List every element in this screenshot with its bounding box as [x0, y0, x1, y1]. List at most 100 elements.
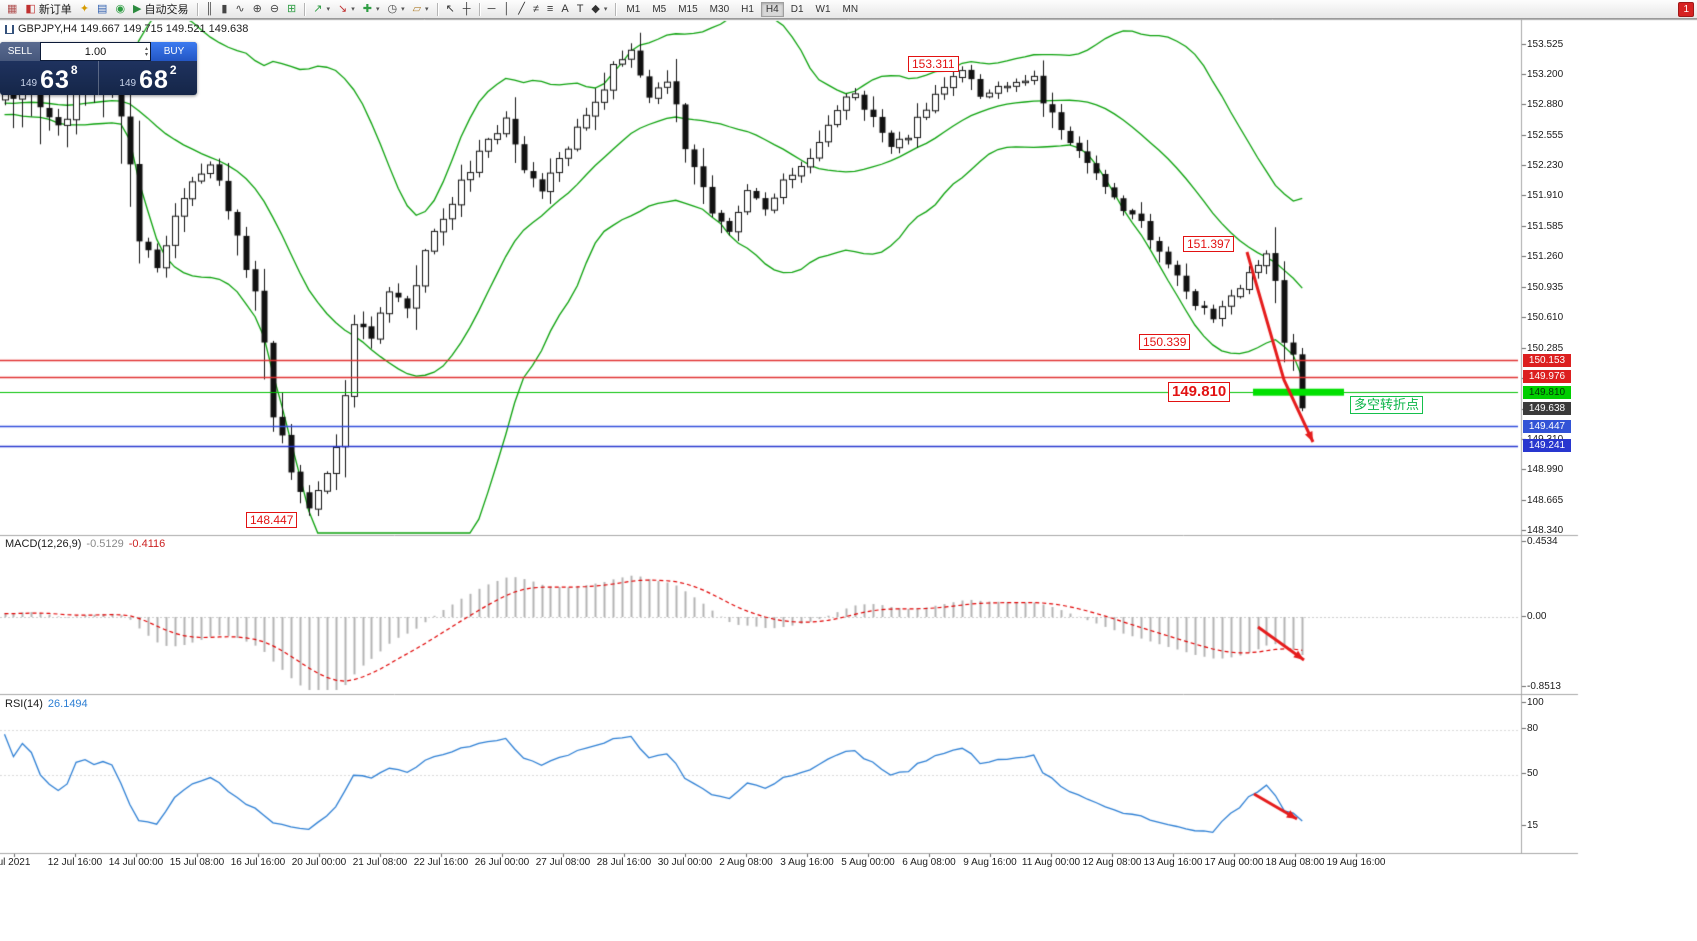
price-tag-150.153: 150.153 — [1523, 353, 1571, 367]
time-axis-label: 12 Jul 16:00 — [47, 857, 103, 868]
crosshair-button[interactable]: ┼ — [459, 1, 475, 18]
label-button[interactable]: T — [573, 1, 588, 18]
timeframe-M30[interactable]: M30 — [705, 2, 734, 17]
price-tag-149.810: 149.810 — [1523, 385, 1571, 399]
vertical-line-button[interactable]: │ — [499, 1, 514, 18]
new-chart-button[interactable]: ▦ — [3, 1, 21, 18]
zoom-in-button[interactable]: ⊕ — [249, 1, 266, 18]
cursor-button[interactable]: ↖ — [442, 1, 459, 18]
timeframe-M5[interactable]: M5 — [647, 2, 671, 17]
templates-icon: ▱ — [412, 2, 422, 15]
time-axis-label: 3 Aug 16:00 — [780, 857, 834, 868]
add-indicator-button[interactable]: ✚ ▾ — [359, 1, 384, 18]
autotrading-icon: ▶ — [133, 2, 142, 15]
rsi-scale-label: 100 — [1527, 697, 1544, 708]
channel-icon: ≠ — [532, 2, 539, 15]
chart-symbol-ohlc: GBPJPY,H4 149.667 149.715 149.521 149.63… — [5, 23, 248, 35]
line-chart-button[interactable]: ∿ — [231, 1, 248, 18]
new-order-button[interactable]: ◧ 新订单 — [21, 1, 75, 18]
price-scale-tick: 150.285 — [1527, 342, 1564, 354]
price-scale-tick: 150.610 — [1527, 312, 1564, 324]
market-watch-button[interactable]: ▤ — [93, 1, 111, 18]
price-scale-tick: 148.665 — [1527, 494, 1564, 506]
zoom-in-icon: ⊕ — [252, 2, 262, 15]
tile-windows-button[interactable]: ⊞ — [283, 1, 300, 18]
periods-button[interactable]: ◷ ▾ — [383, 1, 408, 18]
caret-down-icon: ▾ — [603, 6, 608, 13]
autotrading-button[interactable]: ▶ 自动交易 — [129, 1, 192, 18]
annotation-151397[interactable]: 151.397 — [1183, 236, 1235, 252]
indicators-button[interactable]: ↗ ▾ — [309, 1, 334, 18]
buy-price-sup: 2 — [169, 63, 177, 77]
buy-button[interactable]: BUY — [151, 42, 197, 61]
time-axis-label: 13 Aug 16:00 — [1143, 857, 1203, 868]
sell-button[interactable]: SELL — [0, 42, 40, 61]
profile-icon: ✦ — [79, 2, 90, 15]
macd-signal-value: -0.4116 — [128, 538, 166, 550]
templates-button[interactable]: ▱ ▾ — [409, 1, 433, 18]
macd-scale-label: -0.8513 — [1527, 681, 1561, 692]
time-axis-label: 18 Aug 08:00 — [1265, 857, 1325, 868]
shapes-button[interactable]: ◆ ▾ — [587, 1, 611, 18]
toolbar-separator — [478, 2, 480, 16]
label-icon: T — [576, 2, 584, 15]
candlestick-chart-button[interactable]: ▮ — [217, 1, 231, 18]
timeframe-H1[interactable]: H1 — [736, 2, 759, 17]
sell-price-sup: 8 — [70, 63, 78, 77]
price-scale-tick: 153.525 — [1527, 39, 1564, 50]
annotation-150339[interactable]: 150.339 — [1139, 334, 1191, 350]
price-scale-tick: 153.200 — [1527, 69, 1564, 81]
text-button[interactable]: A — [557, 1, 572, 18]
timeframe-D1[interactable]: D1 — [786, 2, 809, 17]
navigator-icon: ◉ — [115, 2, 126, 15]
lot-size-input[interactable] — [63, 44, 128, 59]
one-click-trading-panel: SELL ▴ ▾ BUY 149 63 8 149 68 2 — [0, 42, 197, 95]
caret-down-icon: ▾ — [401, 6, 405, 13]
indicator-windows-icon: ↘ — [337, 2, 348, 15]
new-order-button-label: 新订单 — [38, 4, 72, 16]
sell-price-prefix: 149 — [20, 78, 38, 89]
indicator-windows-button[interactable]: ↘ ▾ — [334, 1, 359, 18]
trendline-button[interactable]: ╱ — [514, 1, 529, 18]
timeframe-M1[interactable]: M1 — [621, 2, 645, 17]
annotation-149810[interactable]: 149.810 — [1168, 382, 1231, 402]
annotation-148447[interactable]: 148.447 — [246, 512, 298, 528]
price-tag-149.241: 149.241 — [1523, 439, 1571, 453]
fibonacci-button[interactable]: ≡ — [543, 1, 557, 18]
annotation-153311[interactable]: 153.311 — [908, 56, 959, 72]
toolbar-separator — [615, 2, 617, 16]
annotation-多空转折点[interactable]: 多空转折点 — [1350, 396, 1424, 414]
zoom-out-button[interactable]: ⊖ — [266, 1, 283, 18]
shapes-icon: ◆ — [591, 2, 600, 15]
lot-decrease-button[interactable]: ▾ — [144, 51, 148, 58]
timeframe-W1[interactable]: W1 — [811, 2, 836, 17]
profile-button[interactable]: ✦ — [76, 1, 93, 18]
timeframe-H4[interactable]: H4 — [760, 1, 784, 17]
timeframe-M15[interactable]: M15 — [673, 2, 702, 17]
toolbar-separator — [436, 2, 438, 16]
time-axis-label: 19 Aug 16:00 — [1326, 857, 1386, 868]
buy-price[interactable]: 149 68 2 — [99, 61, 197, 95]
sell-price[interactable]: 149 63 8 — [0, 61, 98, 95]
time-axis-label: 2 Aug 08:00 — [719, 857, 773, 868]
notifications-badge[interactable]: 1 — [1678, 1, 1694, 17]
timeframe-MN[interactable]: MN — [838, 2, 864, 17]
time-axis-label: 30 Jul 00:00 — [657, 857, 713, 868]
bar-chart-button[interactable]: ║ — [202, 1, 218, 18]
new-order-icon: ◧ — [25, 2, 36, 15]
time-axis-label: 20 Jul 00:00 — [291, 857, 347, 868]
navigator-button[interactable]: ◉ — [111, 1, 129, 18]
time-axis-label: 6 Aug 08:00 — [902, 857, 956, 868]
market-watch-icon: ▤ — [97, 2, 108, 15]
channel-button[interactable]: ≠ — [529, 1, 543, 18]
horizontal-line-button[interactable]: ─ — [484, 1, 500, 18]
macd-main-value: -0.5129 — [86, 538, 124, 550]
symbol-ohlc-text: GBPJPY,H4 149.667 149.715 149.521 149.63… — [18, 23, 249, 35]
line-chart-icon: ∿ — [235, 2, 245, 15]
price-scale-tick: 152.880 — [1527, 99, 1564, 111]
lot-increase-button[interactable]: ▴ — [144, 45, 148, 52]
zoom-out-icon: ⊖ — [269, 2, 280, 15]
caret-down-icon: ▾ — [351, 6, 355, 13]
